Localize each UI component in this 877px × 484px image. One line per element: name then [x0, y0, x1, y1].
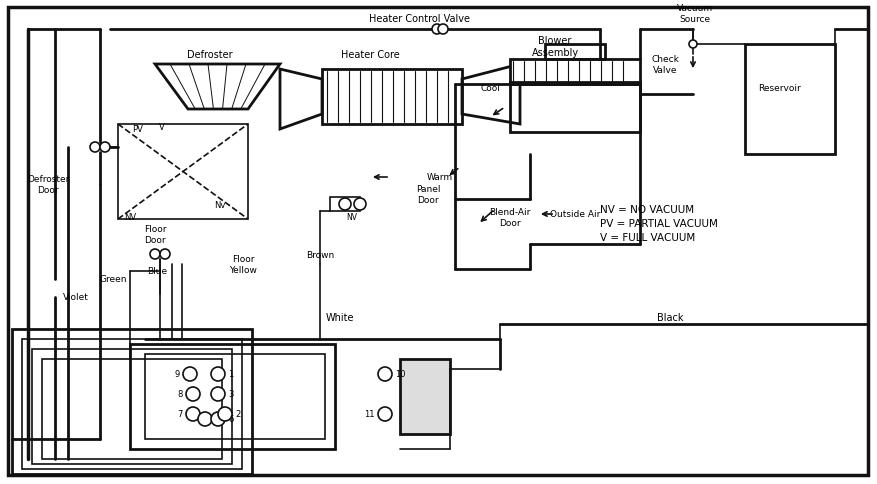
Text: 11: 11	[364, 409, 374, 419]
Circle shape	[217, 407, 232, 421]
Text: Defroster
Door: Defroster Door	[27, 175, 69, 194]
Text: 4: 4	[215, 415, 220, 424]
Text: Defroster: Defroster	[187, 50, 232, 60]
Circle shape	[100, 143, 110, 152]
Text: Heater Control Valve: Heater Control Valve	[369, 14, 470, 24]
Bar	[145, 354, 324, 439]
Circle shape	[438, 25, 447, 35]
Bar	[510, 83, 639, 133]
Bar	[12, 329, 252, 474]
Text: Floor
Yellow: Floor Yellow	[229, 255, 257, 274]
Bar	[130, 344, 335, 449]
Circle shape	[688, 41, 696, 49]
Text: Blend-Air
Door: Blend-Air Door	[488, 208, 530, 227]
Circle shape	[210, 387, 225, 401]
Text: 10: 10	[395, 370, 405, 378]
Circle shape	[160, 249, 170, 259]
Bar	[745, 45, 834, 155]
Text: Reservoir: Reservoir	[758, 83, 801, 92]
Text: 3: 3	[228, 390, 233, 399]
Circle shape	[186, 407, 200, 421]
Text: Panel
Door: Panel Door	[416, 185, 439, 204]
Text: 1: 1	[228, 370, 233, 378]
Text: Black: Black	[656, 312, 682, 322]
Text: NV: NV	[124, 213, 136, 222]
Text: Violet: Violet	[63, 293, 89, 302]
Bar	[118, 125, 247, 220]
Circle shape	[378, 367, 391, 381]
Circle shape	[353, 198, 366, 211]
Text: Warm: Warm	[426, 173, 453, 182]
Text: Outside Air: Outside Air	[549, 210, 600, 219]
Bar	[330, 197, 360, 212]
Text: Floor
Door: Floor Door	[144, 225, 166, 244]
Text: V = FULL VACUUM: V = FULL VACUUM	[599, 232, 695, 242]
Text: Green: Green	[100, 275, 127, 284]
Text: Check
Valve: Check Valve	[651, 55, 678, 75]
Circle shape	[431, 25, 441, 35]
Circle shape	[378, 407, 391, 421]
Circle shape	[210, 412, 225, 426]
Text: 6: 6	[228, 415, 233, 424]
Text: 8: 8	[177, 390, 182, 399]
Text: PV = PARTIAL VACUUM: PV = PARTIAL VACUUM	[599, 219, 717, 228]
Circle shape	[198, 412, 211, 426]
Text: Blue: Blue	[146, 267, 167, 276]
Text: Brown: Brown	[305, 250, 334, 259]
Bar	[42, 359, 222, 459]
Text: 9: 9	[175, 370, 180, 378]
Text: White: White	[325, 312, 353, 322]
Circle shape	[182, 367, 196, 381]
Bar	[32, 349, 232, 464]
Text: NV: NV	[346, 213, 357, 222]
Text: NV = NO VACUUM: NV = NO VACUUM	[599, 205, 694, 214]
Text: 2: 2	[235, 409, 240, 419]
Bar	[322, 70, 461, 125]
Text: Cool: Cool	[480, 83, 499, 92]
Text: Heater Core: Heater Core	[340, 50, 399, 60]
Bar	[400, 359, 450, 434]
Text: Nv: Nv	[214, 200, 225, 209]
Text: 7: 7	[177, 409, 182, 419]
Bar	[22, 339, 242, 469]
Circle shape	[186, 387, 200, 401]
Text: Blower
Assembly: Blower Assembly	[531, 36, 578, 58]
Bar	[545, 45, 604, 60]
Text: PV: PV	[132, 125, 143, 134]
Text: V: V	[159, 123, 165, 132]
Text: Vacuum
Source: Vacuum Source	[676, 4, 712, 24]
Circle shape	[150, 249, 160, 259]
Circle shape	[210, 367, 225, 381]
Bar	[510, 60, 639, 85]
Circle shape	[339, 198, 351, 211]
Circle shape	[90, 143, 100, 152]
